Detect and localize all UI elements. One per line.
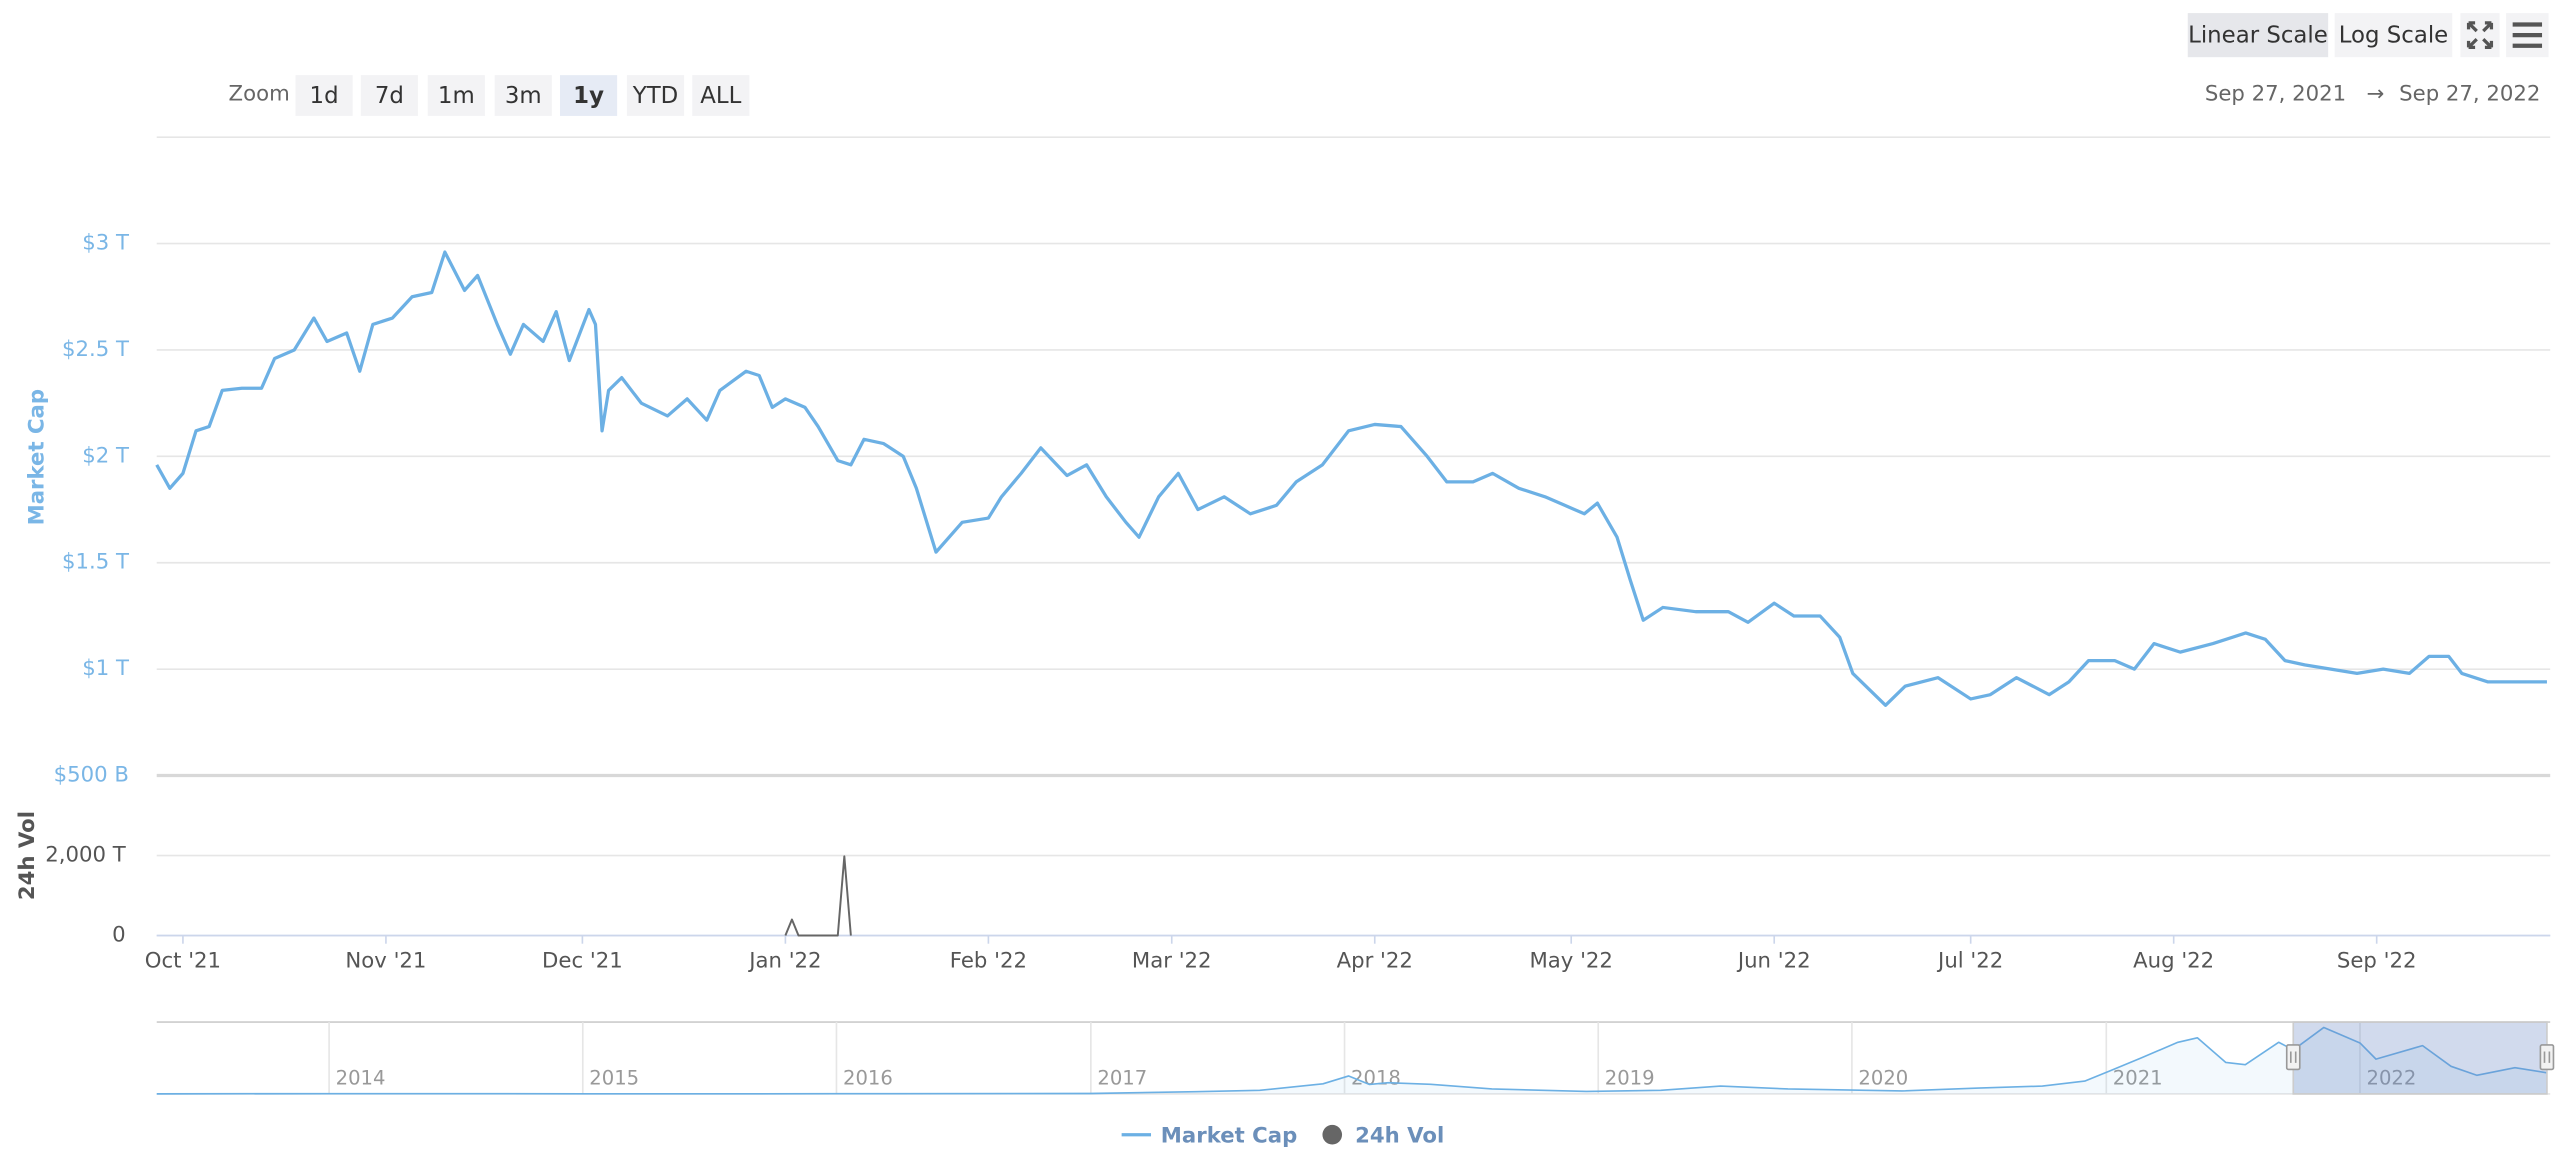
- y-tick-label: $1.5 T: [62, 550, 130, 575]
- fullscreen-button[interactable]: [2460, 13, 2500, 58]
- menu-icon: [2512, 22, 2543, 48]
- zoom-button-label[interactable]: YTD: [632, 83, 679, 109]
- zoom-button[interactable]: [692, 75, 750, 116]
- legend-marker[interactable]: [1322, 1124, 1343, 1145]
- y-tick-label: $2 T: [82, 443, 130, 468]
- x-tick-label: Apr '22: [1337, 949, 1413, 974]
- fullscreen-icon: [2466, 21, 2494, 50]
- navigator-handle[interactable]: [2285, 1044, 2301, 1071]
- range-from: Sep 27, 2021: [2205, 82, 2346, 107]
- x-tick-label: May '22: [1529, 949, 1612, 974]
- zoom-button[interactable]: [360, 75, 418, 116]
- zoom-button[interactable]: [427, 75, 485, 116]
- zoom-button-label[interactable]: ALL: [700, 83, 741, 109]
- y2-tick-label: 2,000 T: [45, 843, 126, 868]
- y-axis-title: Market Cap: [25, 389, 50, 525]
- zoom-button[interactable]: [494, 75, 552, 116]
- menu-button[interactable]: [2506, 13, 2549, 58]
- x-tick-label: 2014: [336, 1067, 386, 1090]
- scale-button[interactable]: [2334, 13, 2453, 58]
- y2-tick-label: 0: [112, 923, 126, 948]
- y-tick-label: $3 T: [82, 231, 130, 256]
- volume-line: [784, 855, 852, 937]
- x-tick-label: Aug '22: [2133, 949, 2214, 974]
- legend-label[interactable]: 24h Vol: [1355, 1123, 1444, 1148]
- x-tick-label: Nov '21: [345, 949, 426, 974]
- navigator-selection[interactable]: [2292, 1021, 2548, 1095]
- scale-button-label[interactable]: Linear Scale: [2188, 22, 2328, 48]
- y-tick-label: $2.5 T: [62, 337, 130, 362]
- x-tick-label: 2019: [1605, 1067, 1655, 1090]
- x-tick-label: 2020: [1858, 1067, 1908, 1090]
- x-tick-label: 2015: [589, 1067, 639, 1090]
- x-tick-label: 2016: [843, 1067, 893, 1090]
- x-tick-label: Jun '22: [1736, 949, 1811, 974]
- navigator-area: [156, 1027, 2547, 1094]
- x-tick-label: 2022: [2367, 1067, 2417, 1090]
- navigator-handle-grip: [2289, 1051, 2297, 1063]
- x-tick-label: Jan '22: [747, 949, 821, 974]
- x-tick-label: Mar '22: [1132, 949, 1212, 974]
- navigator-handle-grip: [2543, 1051, 2551, 1063]
- y2-axis-title: 24h Vol: [15, 811, 40, 900]
- zoom-button-label[interactable]: 7d: [375, 83, 404, 109]
- x-tick-label: Dec '21: [542, 949, 623, 974]
- zoom-button[interactable]: [560, 75, 618, 116]
- y-tick-label: $500 B: [54, 763, 129, 788]
- scale-button-label[interactable]: Log Scale: [2339, 22, 2449, 48]
- zoom-button-label[interactable]: 1d: [310, 83, 339, 109]
- zoom-label: Zoom: [229, 82, 290, 107]
- zoom-button-label[interactable]: 1m: [438, 83, 475, 109]
- x-tick-label: 2017: [1097, 1067, 1147, 1090]
- market-cap-line: [156, 1026, 2548, 1095]
- range-arrow: →: [2367, 82, 2385, 107]
- zoom-button[interactable]: [295, 75, 353, 116]
- y-tick-label: $1 T: [82, 656, 130, 681]
- market-cap-line: [155, 250, 2547, 707]
- navigator-handle[interactable]: [2539, 1044, 2555, 1071]
- zoom-button-label[interactable]: 1y: [573, 83, 604, 109]
- x-tick-label: Sep '22: [2337, 949, 2417, 974]
- legend-label[interactable]: Market Cap: [1161, 1123, 1297, 1148]
- scale-button[interactable]: [2187, 13, 2329, 58]
- fullscreen-button-bg[interactable]: [2460, 13, 2500, 58]
- x-tick-label: 2018: [1351, 1067, 1401, 1090]
- x-tick-label: Jul '22: [1936, 949, 2003, 974]
- x-tick-label: Oct '21: [145, 949, 221, 974]
- x-tick-label: Feb '22: [950, 949, 1027, 974]
- x-tick-label: 2021: [2113, 1067, 2163, 1090]
- zoom-button[interactable]: [626, 75, 685, 116]
- zoom-button-label[interactable]: 3m: [505, 83, 542, 109]
- range-to: Sep 27, 2022: [2399, 82, 2540, 107]
